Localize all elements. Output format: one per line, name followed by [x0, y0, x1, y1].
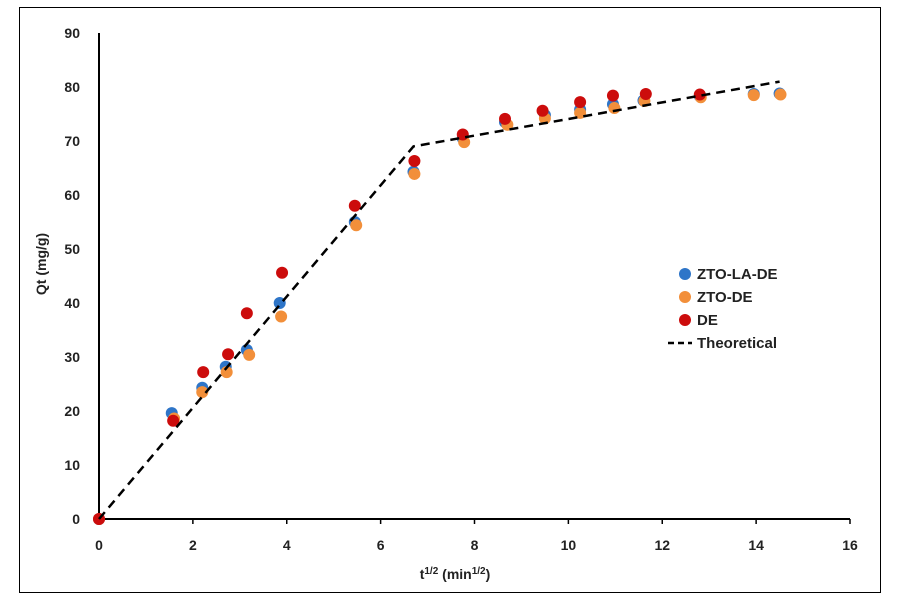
- y-tick-label: 40: [64, 295, 80, 311]
- data-point-de: [536, 104, 549, 117]
- legend-label-theoretical: Theoretical: [697, 335, 777, 352]
- data-point-de: [606, 89, 619, 102]
- data-point-de: [222, 348, 235, 361]
- data-point-zto-de: [608, 102, 621, 115]
- plot-area: [93, 80, 787, 525]
- x-tick-label: 10: [561, 537, 577, 553]
- data-point-de: [639, 88, 652, 101]
- data-point-de: [408, 154, 421, 167]
- y-tick-label: 90: [64, 25, 80, 41]
- data-point-de: [197, 366, 210, 379]
- x-tick-label: 8: [471, 537, 479, 553]
- data-point-de: [348, 199, 361, 212]
- x-tick-label: 16: [842, 537, 858, 553]
- data-point-de: [499, 112, 512, 125]
- data-point-zto-de: [350, 219, 363, 232]
- y-tick-label: 10: [64, 457, 80, 473]
- x-axis-title-unit-sup: 1/2: [472, 566, 486, 577]
- data-point-zto-de: [774, 88, 787, 101]
- x-axis-title-base: t: [420, 566, 425, 582]
- legend-label-zto-la-de: ZTO-LA-DE: [697, 266, 778, 283]
- x-tick-label: 14: [748, 537, 764, 553]
- legend-swatch-zto-la-de: [679, 268, 691, 280]
- legend-swatch-de: [679, 314, 691, 326]
- chart-frame: 0 10 20 30 40 50 60 70 80 90 0 2 4 6 8 10 12 14 16 Qt (mg/…: [19, 7, 881, 593]
- series-line-theoretical: [98, 80, 780, 520]
- x-axis-title-unit-open: (min: [438, 566, 471, 582]
- y-tick-label: 50: [64, 241, 80, 257]
- data-point-zto-de: [220, 366, 233, 379]
- tick-labels: 0 10 20 30 40 50 60 70 80 90 0 2 4 6 8 10 12 14 16: [64, 25, 858, 553]
- legend-label-de: DE: [697, 312, 718, 329]
- data-point-zto-de: [275, 310, 288, 323]
- y-tick-label: 20: [64, 403, 80, 419]
- y-tick-label: 0: [72, 511, 80, 527]
- x-axis-title-unit-close: ): [486, 566, 491, 582]
- data-point-zto-de: [196, 386, 209, 399]
- legend: ZTO-LA-DE ZTO-DE DE Theoretical: [668, 266, 778, 352]
- x-tick-label: 6: [377, 537, 385, 553]
- scatter-chart: 0 10 20 30 40 50 60 70 80 90 0 2 4 6 8 10 12 14 16 Qt (mg/…: [33, 25, 858, 583]
- data-point-de: [276, 266, 289, 279]
- x-axis-title-sup: 1/2: [424, 566, 438, 577]
- data-point-zto-de: [574, 106, 587, 119]
- legend-label-zto-de: ZTO-DE: [697, 289, 753, 306]
- y-tick-label: 60: [64, 187, 80, 203]
- data-point-de: [167, 414, 180, 427]
- y-tick-label: 70: [64, 133, 80, 149]
- x-tick-label: 4: [283, 537, 291, 553]
- y-tick-label: 30: [64, 349, 80, 365]
- y-axis-title: Qt (mg/g): [33, 233, 49, 295]
- legend-swatch-zto-de: [679, 291, 691, 303]
- x-axis-title: t1/2 (min1/2): [420, 566, 491, 583]
- x-tick-label: 12: [654, 537, 670, 553]
- x-tick-label: 2: [189, 537, 197, 553]
- data-point-zto-de: [408, 167, 421, 180]
- data-point-zto-de: [747, 89, 760, 102]
- data-point-de: [574, 96, 587, 109]
- data-point-zto-de: [243, 348, 256, 361]
- y-tick-label: 80: [64, 79, 80, 95]
- data-point-de: [240, 307, 253, 320]
- x-tick-label: 0: [95, 537, 103, 553]
- data-point-de: [693, 88, 706, 101]
